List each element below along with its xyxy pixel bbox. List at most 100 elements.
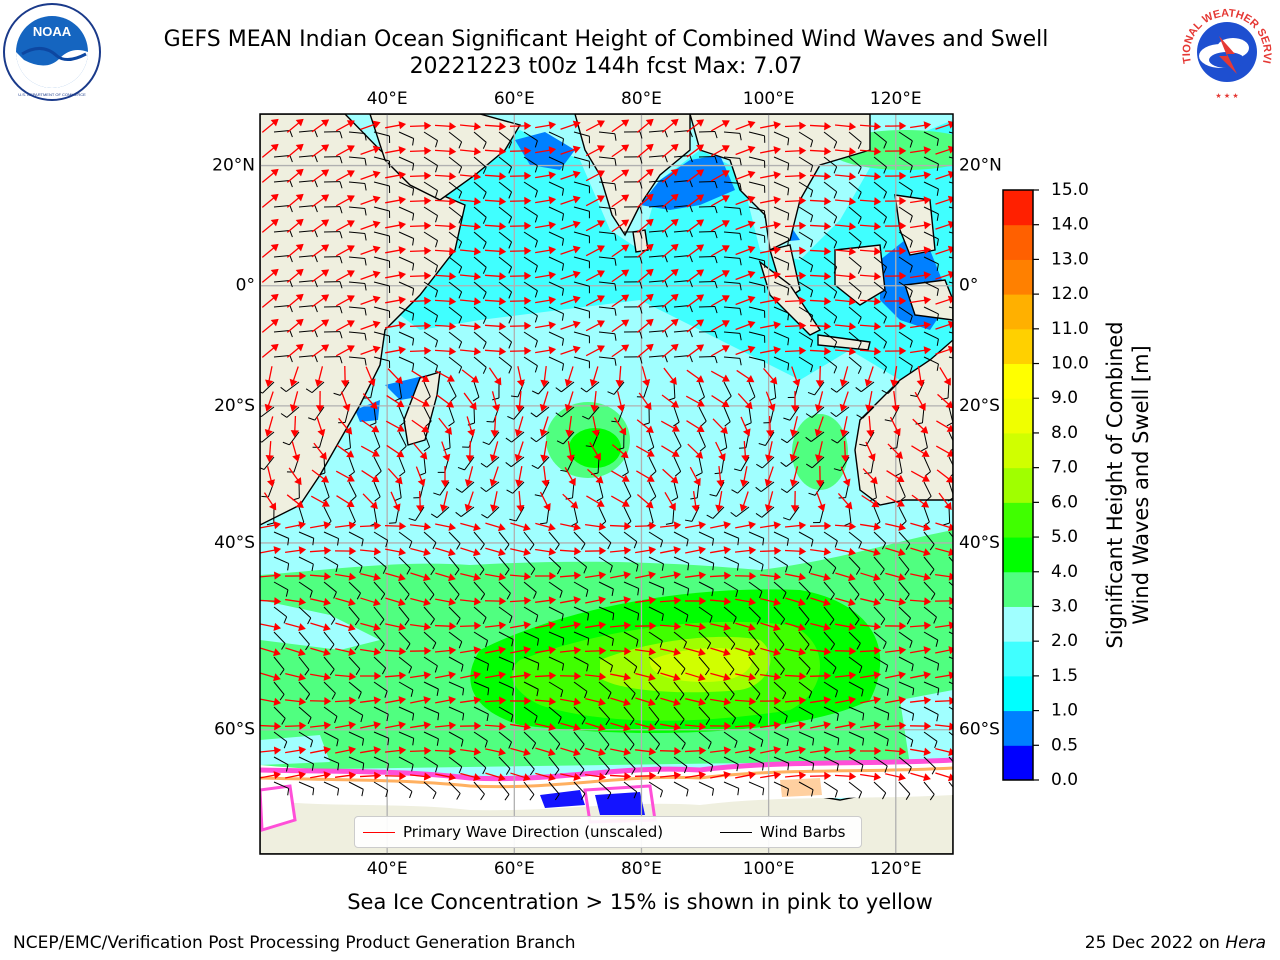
wind-barb [348,356,365,360]
wind-barb-flag [929,544,935,551]
wind-barb [473,406,476,424]
wind-barb [948,656,953,660]
wind-barb-flag [946,422,953,427]
wave-direction-arrowhead [548,697,557,706]
wind-barb [273,305,290,308]
colorbar-bin [1003,328,1033,365]
wind-barb [548,706,562,718]
wave-direction-arrowhead [524,271,532,281]
wind-barb [648,155,665,158]
wind-barb [823,181,837,193]
wave-direction-arrowhead [574,671,582,681]
wind-barb-flag [586,664,589,672]
wave-direction-arrowhead [424,296,432,305]
wave-direction-arrowhead [790,405,800,413]
wind-barb [873,481,877,498]
wind-barb-flag [436,738,439,746]
wave-direction-arrowhead [349,696,357,705]
wind-barb-flag [339,256,343,264]
wind-barb-flag [958,593,961,599]
wind-barb [898,731,914,741]
wind-barb-flag [481,514,488,519]
wind-barb [398,456,406,473]
wind-barb [773,656,785,670]
wind-barb [348,481,357,497]
wave-direction-arrowhead [473,122,482,131]
wind-barb-flag [508,241,513,249]
wave-direction-arrowhead [398,346,407,355]
wind-barb [448,131,462,143]
wind-barb-flag [556,567,562,575]
wind-barb-flag [339,181,343,189]
wind-barb [773,231,789,239]
wind-barb-flag [339,356,343,364]
wave-direction-arrowhead [747,245,756,254]
wind-barb-flag [309,590,313,598]
wind-barb-flag [659,790,663,798]
wave-direction-arrowhead [423,696,432,705]
wind-barb [948,306,953,309]
wave-direction-arrowhead [373,623,381,632]
wind-barb-flag [629,744,635,751]
wave-direction-arrowhead [874,347,882,356]
wind-barb [923,706,939,715]
wind-barb-flag [810,165,814,173]
wind-barb [673,681,685,695]
wind-barb-flag [787,188,790,196]
wave-direction-arrowhead [290,430,299,438]
wind-barb [648,781,663,792]
wind-barb [323,656,335,670]
wind-barb [947,381,950,399]
wind-barb-flag [699,446,706,452]
wind-barb [473,381,480,398]
wave-direction-arrowhead [871,499,880,508]
wind-barb [323,781,339,789]
java-land [817,334,871,351]
wind-barb-flag [639,331,643,339]
wind-barb-flag [482,142,487,149]
wind-barb [648,280,665,283]
wind-barb-flag [314,355,318,363]
wave-direction-arrowhead [948,572,953,581]
wind-barb [798,181,813,191]
wind-barb [286,406,300,418]
wind-barb [598,181,615,185]
wind-barb [823,656,837,668]
wind-barb-flag [709,494,717,497]
wave-direction-arrowhead [572,295,581,304]
wave-direction-arrowhead [421,374,430,383]
wind-barb-flag [762,763,765,771]
wind-barb [598,606,614,614]
wind-barb-flag [458,366,463,374]
wind-barb-flag [639,356,643,364]
wind-barb [323,556,339,566]
wind-barb-flag [664,180,668,188]
wave-direction-arrowhead [815,380,825,388]
wave-direction-arrowhead [739,503,748,512]
wind-barb [473,181,487,193]
wave-direction-arrowhead [923,646,932,655]
wind-barb-flag [430,513,438,519]
wave-direction-arrowhead [623,672,632,681]
wind-barb-flag [289,330,293,338]
wave-direction-arrowhead [448,646,457,655]
wind-barb [473,356,487,368]
wave-direction-arrowhead [945,400,953,409]
wave-direction-arrowhead [748,546,757,555]
wind-barb [760,481,775,492]
wave-direction-arrowhead [696,319,705,327]
wave-direction-arrowhead [916,379,925,388]
wind-barb-flag [829,619,835,626]
wave-direction-arrowhead [698,521,707,530]
wind-barb-flag [458,191,463,199]
wind-barb-flag [782,517,790,521]
wind-barb [873,131,887,143]
wave-direction-arrowhead [596,195,605,203]
wave-direction-arrowhead [674,622,682,631]
wind-barb-flag [744,422,752,427]
wind-barb-flag [833,468,841,472]
wind-barb [773,206,789,214]
footer-credit: NCEP/EMC/Verification Post Processing Pr… [13,933,576,953]
wind-barb [373,756,389,765]
wave-direction-arrowhead [616,404,626,412]
